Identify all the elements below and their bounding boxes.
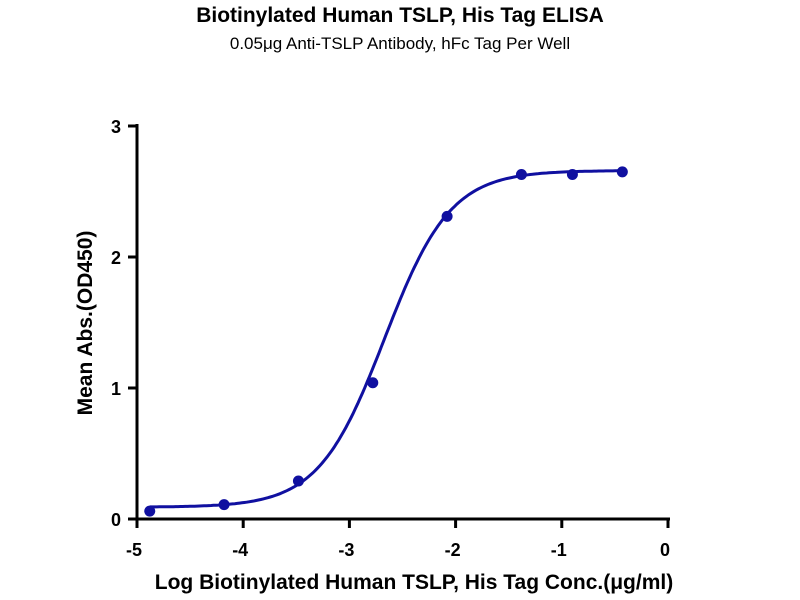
- x-tick-label: -5: [126, 540, 142, 560]
- x-tick-label: -4: [232, 540, 248, 560]
- y-tick-label: 3: [111, 117, 121, 137]
- data-point: [616, 166, 628, 178]
- data-point: [515, 168, 527, 180]
- y-axis-label: Mean Abs.(OD450): [74, 231, 97, 416]
- x-tick-label: -3: [338, 540, 354, 560]
- data-point: [144, 505, 156, 517]
- data-point: [441, 210, 453, 222]
- y-tick-label: 1: [111, 379, 121, 399]
- x-tick-label: -2: [445, 540, 461, 560]
- fit-curve: [149, 169, 623, 509]
- data-point: [218, 499, 230, 511]
- x-tick-label: 0: [660, 540, 670, 560]
- y-tick-label: 0: [111, 510, 121, 530]
- y-tick-label: 2: [111, 248, 121, 268]
- x-axis-label: Log Biotinylated Human TSLP, His Tag Con…: [155, 571, 673, 594]
- chart-title: Biotinylated Human TSLP, His Tag ELISA: [196, 4, 604, 27]
- data-point: [292, 475, 304, 487]
- chart-subtitle: 0.05μg Anti-TSLP Antibody, hFc Tag Per W…: [229, 34, 571, 53]
- x-tick-label: -1: [551, 540, 567, 560]
- data-point: [367, 377, 379, 389]
- data-point: [566, 168, 578, 180]
